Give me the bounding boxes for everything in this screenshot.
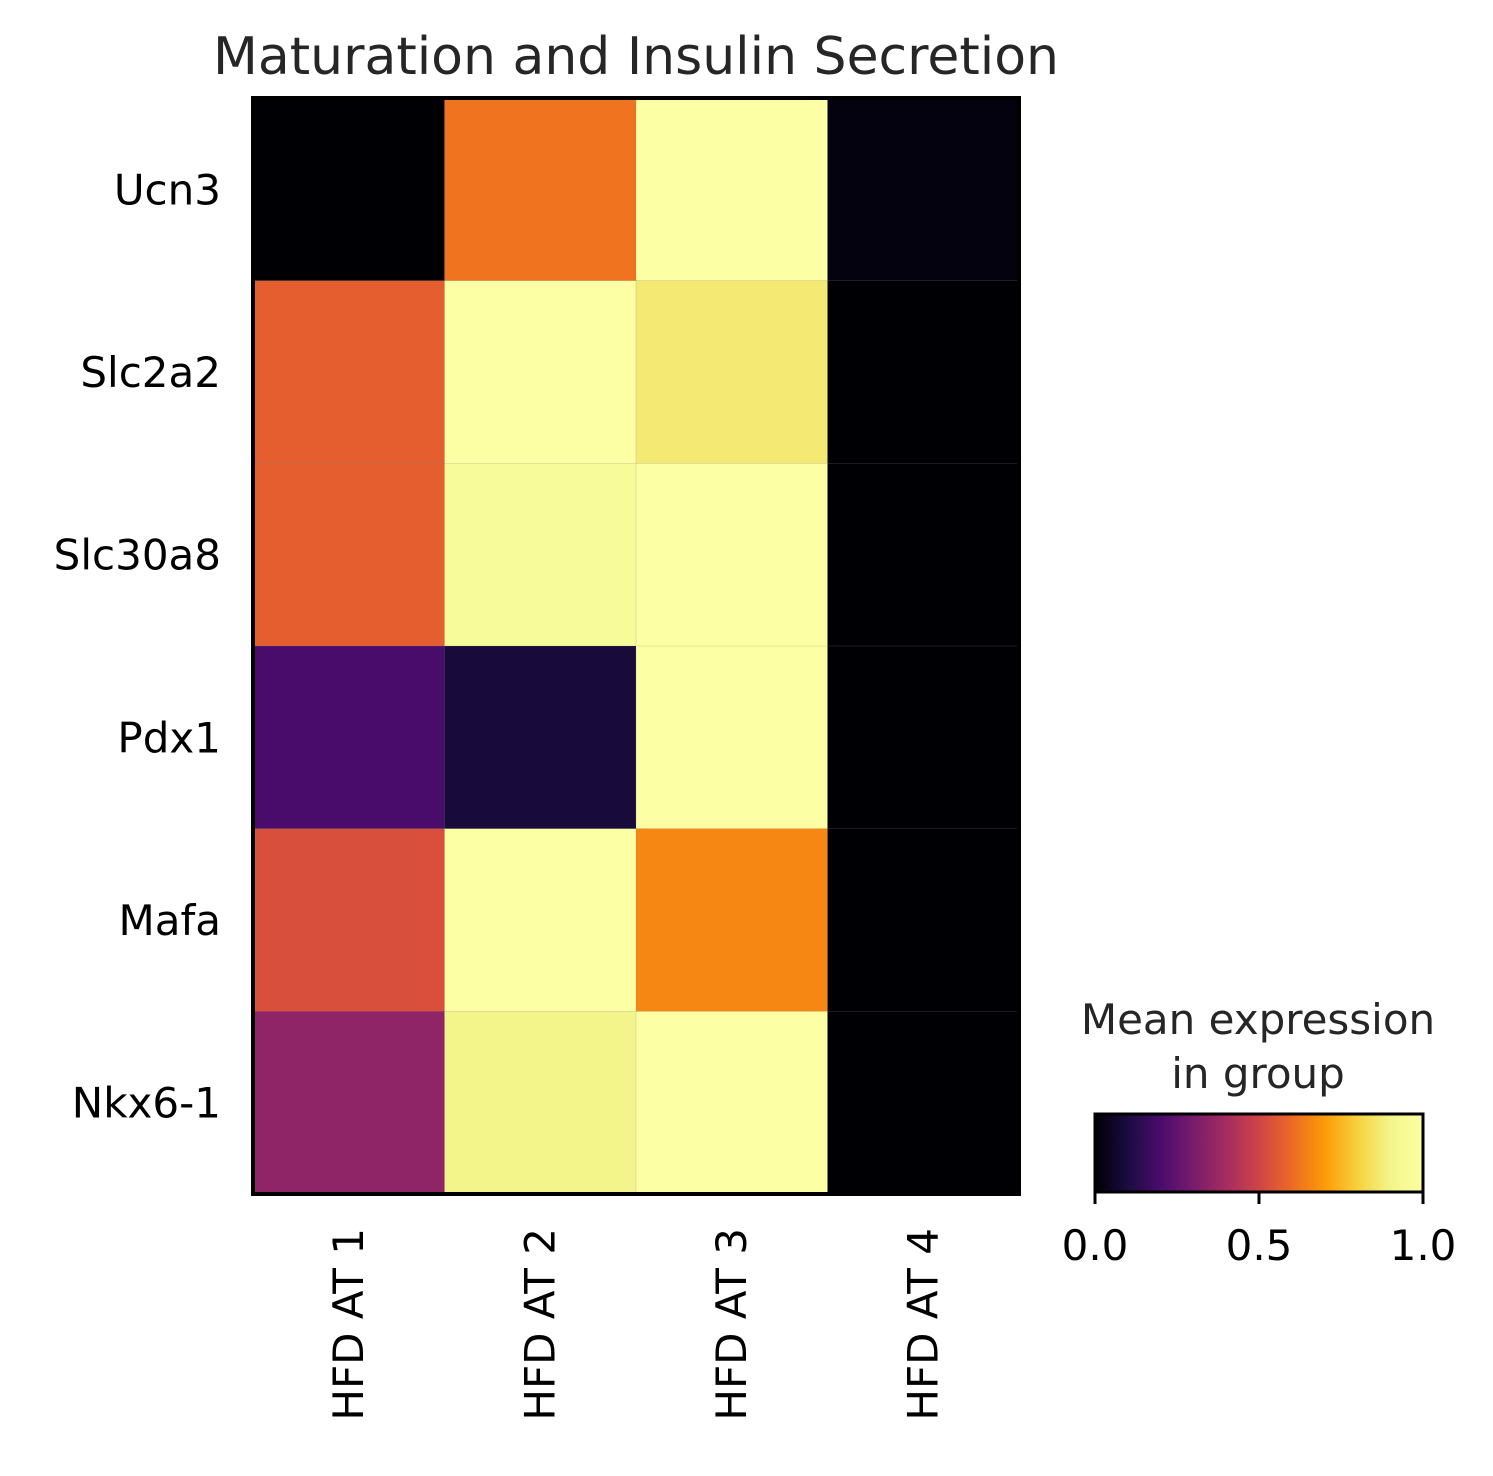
column-label: HFD AT 1 (324, 1228, 373, 1421)
heatmap-cell (252, 463, 446, 647)
heatmap-cell (444, 97, 637, 282)
colorbar-title-line2: in group (1171, 1049, 1345, 1098)
column-label: HFD AT 4 (898, 1228, 947, 1421)
heatmap-cell (444, 280, 637, 465)
row-label: Mafa (119, 896, 222, 945)
column-label: HFD AT 2 (515, 1228, 564, 1421)
heatmap-cell (635, 463, 829, 647)
colorbar-tick-label: 1.0 (1390, 1221, 1457, 1270)
heatmap-cell (635, 280, 829, 465)
heatmap-cell (827, 280, 1020, 465)
plot-frame (251, 96, 1021, 1196)
colorbar (1093, 1112, 1425, 1194)
column-labels: HFD AT 1 HFD AT 2 HFD AT 3 HFD AT 4 (324, 1228, 948, 1421)
heatmap-cell (252, 828, 446, 1013)
heatmap-cell (635, 1011, 829, 1195)
heatmap-cell (252, 645, 446, 830)
heatmap-cell (827, 1011, 1020, 1195)
row-label: Slc2a2 (80, 348, 221, 397)
colorbar-tick-label: 0.5 (1226, 1221, 1293, 1270)
colorbar-tick-label: 0.0 (1062, 1221, 1129, 1270)
colorbar-ticks: 0.0 0.5 1.0 (1062, 1192, 1457, 1270)
row-labels: Ucn3 Slc2a2 Slc30a8 Pdx1 Mafa Nkx6-1 (54, 165, 221, 1127)
heatmap-cells (252, 97, 1020, 1195)
heatmap-cell (444, 645, 637, 830)
heatmap-cell (635, 828, 829, 1013)
column-label: HFD AT 3 (707, 1228, 756, 1421)
row-label: Nkx6-1 (72, 1079, 221, 1128)
heatmap-cell (444, 463, 637, 647)
row-label: Ucn3 (114, 165, 221, 214)
heatmap-cell (635, 645, 829, 830)
heatmap-cell (827, 645, 1020, 830)
heatmap-cell (444, 828, 637, 1013)
heatmap-cell (827, 463, 1020, 647)
row-label: Pdx1 (117, 713, 221, 762)
heatmap-cell (252, 1011, 446, 1195)
heatmap-cell (252, 280, 446, 465)
colorbar-title-line1: Mean expression (1081, 995, 1435, 1044)
chart-title: Maturation and Insulin Secretion (213, 27, 1059, 87)
heatmap-cell (635, 97, 829, 282)
heatmap-cell (827, 828, 1020, 1013)
heatmap-cell (444, 1011, 637, 1195)
heatmap-cell (252, 97, 446, 282)
heatmap-cell (827, 97, 1020, 282)
row-label: Slc30a8 (54, 531, 221, 580)
